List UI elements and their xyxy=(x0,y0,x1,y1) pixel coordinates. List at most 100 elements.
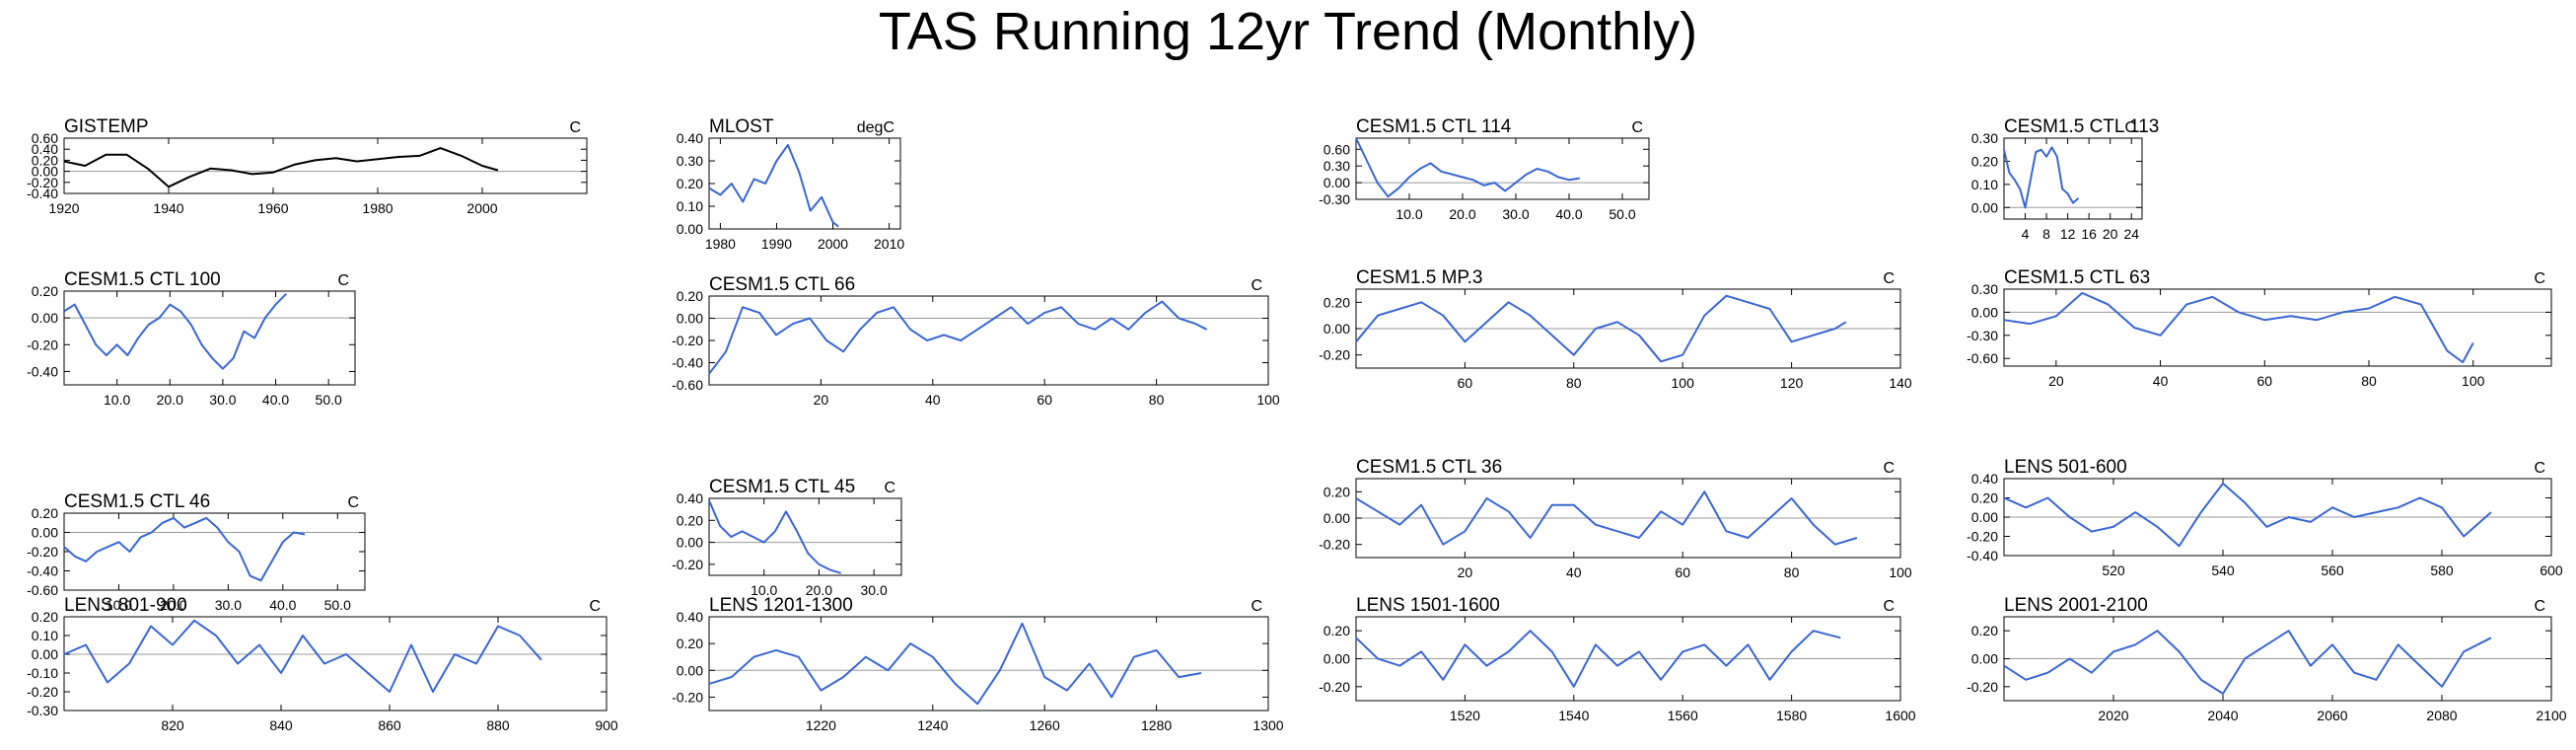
y-tick-label: 0.30 xyxy=(1324,158,1350,174)
y-tick-label: -0.60 xyxy=(672,377,703,393)
x-tick-label: 20.0 xyxy=(1449,206,1475,222)
x-tick-label: 100 xyxy=(1889,564,1912,580)
series-line xyxy=(2003,291,2474,364)
panel-title: CESM1.5 CTL 100 xyxy=(64,269,221,290)
y-tick-label: 0.00 xyxy=(677,662,703,678)
main-title: TAS Running 12yr Trend (Monthly) xyxy=(878,2,1698,61)
panel-frame xyxy=(2003,288,2552,367)
y-tick-label: 0.00 xyxy=(32,646,58,662)
x-tick-label: 4 xyxy=(2022,226,2030,242)
y-tick-label: 0.20 xyxy=(32,283,58,299)
x-tick-label: 30.0 xyxy=(215,597,242,613)
series-line xyxy=(2003,482,2492,548)
panel-title: LENS 801-900 xyxy=(64,595,187,616)
panel-unit: C xyxy=(2534,460,2545,477)
x-tick-label: 840 xyxy=(269,717,293,733)
x-tick-label: 50.0 xyxy=(1609,206,1635,222)
x-tick-label: 1940 xyxy=(153,200,183,216)
y-tick-label: -0.20 xyxy=(1967,529,1998,545)
panel-title: CESM1.5 CTL 114 xyxy=(1356,116,1512,137)
x-tick-label: 40 xyxy=(925,392,941,408)
y-tick-label: 0.20 xyxy=(677,512,703,528)
x-tick-label: 80 xyxy=(2361,373,2377,389)
x-tick-label: 24 xyxy=(2123,226,2139,242)
y-tick-label: 0.20 xyxy=(1971,490,1998,506)
x-tick-label: 80 xyxy=(1149,392,1165,408)
panel-unit: C xyxy=(337,272,349,289)
y-tick-label: 0.00 xyxy=(32,164,58,180)
y-tick-label: 0.00 xyxy=(1324,321,1350,337)
panel-frame xyxy=(708,616,1269,712)
x-tick-label: 100 xyxy=(2462,373,2485,389)
y-tick-label: -0.20 xyxy=(672,333,703,348)
x-tick-label: 100 xyxy=(1256,392,1280,408)
panel-unit: C xyxy=(589,598,601,615)
y-tick-label: 0.20 xyxy=(1324,484,1350,499)
y-tick-label: -0.20 xyxy=(1319,679,1350,695)
panel-title: LENS 1201-1300 xyxy=(709,595,853,616)
x-tick-label: 50.0 xyxy=(316,392,342,408)
y-tick-label: 0.20 xyxy=(1971,153,1998,169)
y-tick-label: -0.20 xyxy=(27,544,58,560)
panel-unit: C xyxy=(347,494,359,511)
x-tick-label: 900 xyxy=(595,717,618,733)
x-tick-label: 2040 xyxy=(2207,708,2238,723)
y-tick-label: 0.20 xyxy=(1971,623,1998,638)
y-tick-label: 0.20 xyxy=(677,288,703,304)
y-tick-label: -0.40 xyxy=(672,355,703,371)
x-tick-label: 30.0 xyxy=(1502,206,1529,222)
y-tick-label: -0.40 xyxy=(27,563,58,579)
panel-title: CESM1.5 MP.3 xyxy=(1356,267,1482,288)
y-tick-label: 0.00 xyxy=(677,221,703,237)
y-tick-label: -0.20 xyxy=(27,175,58,190)
x-tick-label: 80 xyxy=(1566,375,1582,391)
x-tick-label: 10.0 xyxy=(1395,206,1422,222)
x-tick-label: 880 xyxy=(486,717,510,733)
panel-title: LENS 2001-2100 xyxy=(2004,595,2148,616)
panel-title: CESM1.5 CTL 113 xyxy=(2004,116,2159,137)
series-line xyxy=(708,300,1208,375)
panel-unit: C xyxy=(1251,598,1262,615)
x-tick-label: 2100 xyxy=(2536,708,2566,723)
x-tick-label: 1260 xyxy=(1030,717,1060,733)
x-tick-label: 1600 xyxy=(1885,708,1915,723)
series-line xyxy=(63,147,499,188)
x-tick-label: 820 xyxy=(161,717,184,733)
series-line xyxy=(63,516,306,582)
x-tick-label: 120 xyxy=(1780,375,1804,391)
panel-unit: C xyxy=(1631,119,1643,136)
x-tick-label: 1920 xyxy=(48,200,79,216)
panel-unit: C xyxy=(569,119,581,136)
y-tick-label: 0.00 xyxy=(677,535,703,551)
y-tick-label: 0.30 xyxy=(1971,281,1998,297)
series-line xyxy=(63,292,288,370)
panel-unit: C xyxy=(2534,270,2545,287)
series-line xyxy=(708,622,1202,706)
x-tick-label: 20 xyxy=(2048,373,2064,389)
y-tick-label: 0.00 xyxy=(1971,509,1998,525)
y-tick-label: 0.00 xyxy=(1324,175,1350,190)
x-tick-label: 1280 xyxy=(1141,717,1172,733)
panel-frame xyxy=(708,137,901,230)
panel-unit: C xyxy=(1883,460,1895,477)
x-tick-label: 860 xyxy=(378,717,401,733)
x-tick-label: 1240 xyxy=(917,717,948,733)
y-tick-label: 0.30 xyxy=(677,153,703,169)
x-tick-label: 40.0 xyxy=(269,597,296,613)
y-tick-label: 0.60 xyxy=(1324,141,1350,157)
x-tick-label: 8 xyxy=(2042,226,2050,242)
series-line xyxy=(1355,294,1847,363)
series-line xyxy=(708,143,839,228)
y-tick-label: 0.00 xyxy=(1324,510,1350,526)
series-line xyxy=(2003,146,2080,209)
panel-unit: C xyxy=(884,480,895,496)
x-tick-label: 600 xyxy=(2540,562,2563,578)
x-tick-label: 1980 xyxy=(705,236,736,252)
y-tick-label: -0.40 xyxy=(27,186,58,201)
x-tick-label: 1960 xyxy=(257,200,288,216)
x-tick-label: 580 xyxy=(2430,562,2454,578)
panel-title: CESM1.5 CTL 45 xyxy=(709,477,855,497)
y-tick-label: 0.20 xyxy=(1324,623,1350,638)
series-line xyxy=(1355,137,1580,198)
x-tick-label: 20 xyxy=(814,392,829,408)
